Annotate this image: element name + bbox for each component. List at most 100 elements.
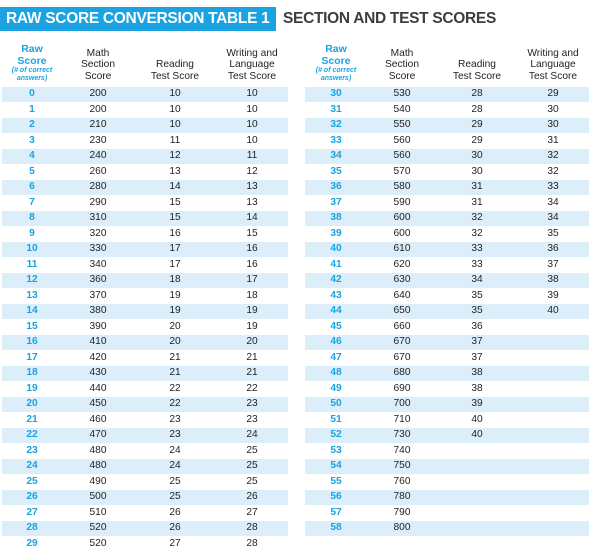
- writing-score-cell: 39: [547, 289, 559, 301]
- raw-score-cell: 2: [2, 117, 62, 133]
- reading-score-cell: [437, 520, 517, 536]
- writing-score-cell: 26: [216, 489, 288, 505]
- raw-score-cell: 0: [2, 86, 62, 102]
- math-score-cell: 520: [62, 520, 134, 536]
- reading-score-cell: 15: [169, 196, 181, 208]
- raw-score-cell: 31: [330, 103, 342, 115]
- reading-score-cell: 30: [437, 148, 517, 164]
- writing-score-cell: 36: [517, 241, 589, 257]
- writing-score-cell: 10: [216, 86, 288, 102]
- raw-score-cell: 45: [330, 320, 342, 332]
- table-row: 34 560 30 32: [305, 148, 589, 164]
- table-row: 38 600 32 34: [305, 210, 589, 226]
- raw-score-header: Raw Score (# of correct answers): [2, 43, 62, 87]
- raw-score-cell: 7: [29, 196, 35, 208]
- math-score-cell: 310: [62, 210, 134, 226]
- raw-score-cell: 48: [305, 365, 367, 381]
- raw-score-header-label: Raw Score: [17, 43, 47, 67]
- raw-score-cell: 3: [29, 134, 35, 146]
- math-score-cell: 690: [393, 382, 411, 394]
- math-score-cell: 670: [393, 351, 411, 363]
- table-row: 27 510 26 27: [2, 505, 288, 521]
- writing-score-cell: 25: [246, 475, 258, 487]
- table-row: 4 240 12 11: [2, 148, 288, 164]
- reading-score-cell: [437, 505, 517, 521]
- writing-score-cell: [517, 319, 589, 335]
- reading-score-cell: 29: [471, 134, 483, 146]
- reading-score-cell: 40: [437, 427, 517, 443]
- writing-score-cell: 34: [517, 210, 589, 226]
- reading-score-cell: 13: [169, 165, 181, 177]
- writing-score-cell: [517, 381, 589, 397]
- math-score-cell: 420: [89, 351, 107, 363]
- reading-score-cell: 23: [169, 413, 181, 425]
- raw-score-cell: 22: [2, 427, 62, 443]
- math-score-cell: 340: [89, 258, 107, 270]
- math-score-cell: 370: [89, 289, 107, 301]
- math-score-cell: 640: [393, 289, 411, 301]
- math-score-cell: 670: [367, 334, 437, 350]
- raw-score-cell: 33: [330, 134, 342, 146]
- math-score-cell: 520: [89, 537, 107, 549]
- reading-score-cell: [437, 474, 517, 490]
- raw-score-cell: 19: [26, 382, 38, 394]
- math-score-cell: 500: [62, 489, 134, 505]
- raw-score-cell: 39: [330, 227, 342, 239]
- writing-score-cell: 32: [547, 165, 559, 177]
- math-score-cell: 410: [62, 334, 134, 350]
- reading-header: Reading Test Score: [150, 59, 200, 82]
- writing-score-cell: 29: [517, 86, 589, 102]
- raw-score-cell: 12: [2, 272, 62, 288]
- raw-score-cell: 56: [305, 489, 367, 505]
- table-row: 52 730 40: [305, 427, 589, 443]
- raw-score-cell: 8: [2, 210, 62, 226]
- raw-score-cell: 9: [29, 227, 35, 239]
- raw-score-cell: 16: [2, 334, 62, 350]
- table-row: 13 370 19 18: [2, 288, 288, 304]
- raw-score-cell: 46: [305, 334, 367, 350]
- writing-score-cell: 16: [216, 241, 288, 257]
- table-row: 19 440 22 22: [2, 381, 288, 397]
- raw-score-cell: 52: [305, 427, 367, 443]
- raw-score-cell: 49: [330, 382, 342, 394]
- reading-score-cell: 19: [169, 289, 181, 301]
- math-score-cell: 560: [393, 134, 411, 146]
- writing-score-cell: 20: [216, 334, 288, 350]
- raw-score-cell: 24: [2, 458, 62, 474]
- reading-score-cell: 35: [437, 303, 517, 319]
- raw-score-cell: 13: [26, 289, 38, 301]
- table-row: 51 710 40: [305, 412, 589, 428]
- math-score-cell: 480: [62, 458, 134, 474]
- table-row: 43 640 35 39: [305, 288, 589, 304]
- reading-score-cell: 28: [471, 103, 483, 115]
- raw-score-cell: 57: [330, 506, 342, 518]
- table-row: 35 570 30 32: [305, 164, 589, 180]
- reading-score-cell: 33: [471, 258, 483, 270]
- raw-score-cell: 40: [305, 241, 367, 257]
- raw-score-cell: 50: [305, 396, 367, 412]
- table-row: 22 470 23 24: [2, 427, 288, 443]
- writing-score-cell: 21: [216, 365, 288, 381]
- math-score-cell: 600: [393, 227, 411, 239]
- math-score-cell: 620: [393, 258, 411, 270]
- reading-header: Reading Test Score: [452, 59, 502, 82]
- table-row: 8 310 15 14: [2, 210, 288, 226]
- raw-score-cell: 4: [2, 148, 62, 164]
- table-row: 23 480 24 25: [2, 443, 288, 459]
- raw-score-header-label: Raw Score: [321, 43, 351, 67]
- math-score-cell: 630: [367, 272, 437, 288]
- table-row: 28 520 26 28: [2, 520, 288, 536]
- math-score-cell: 260: [89, 165, 107, 177]
- table-row: 45 660 36: [305, 319, 589, 335]
- raw-score-cell: 55: [330, 475, 342, 487]
- raw-score-cell: 51: [330, 413, 342, 425]
- table-header-row: Raw Score (# of correct answers) Math Se…: [305, 43, 589, 87]
- raw-score-cell: 5: [29, 165, 35, 177]
- raw-score-header: Raw Score (# of correct answers): [305, 43, 367, 87]
- math-score-cell: 660: [393, 320, 411, 332]
- table-row: 41 620 33 37: [305, 257, 589, 273]
- raw-score-cell: 10: [2, 241, 62, 257]
- math-score-cell: 450: [62, 396, 134, 412]
- table-row: 50 700 39: [305, 396, 589, 412]
- writing-score-cell: 10: [216, 117, 288, 133]
